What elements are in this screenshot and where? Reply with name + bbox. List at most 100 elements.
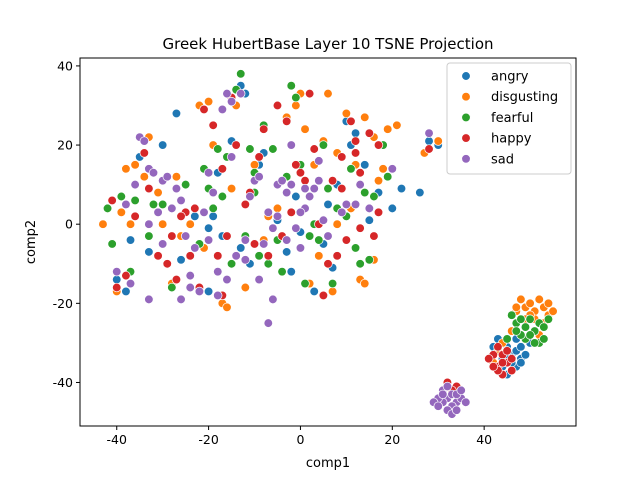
point-sad	[350, 199, 361, 210]
point-happy	[373, 207, 384, 217]
point-happy	[364, 128, 374, 138]
points-layer	[98, 69, 558, 419]
point-disgusting	[360, 278, 370, 289]
point-sad	[355, 179, 365, 190]
point-fearful	[323, 183, 333, 194]
point-happy	[282, 116, 292, 126]
point-sad	[304, 191, 315, 202]
point-sad	[231, 251, 241, 261]
point-happy	[341, 235, 352, 245]
legend-label-happy: happy	[491, 132, 532, 147]
point-disgusting	[516, 294, 526, 305]
point-sad	[158, 239, 168, 249]
point-sad	[268, 223, 278, 233]
point-sad	[190, 243, 200, 253]
point-sad	[318, 215, 329, 225]
x-tick-label: 0	[296, 432, 304, 447]
point-angry	[203, 223, 214, 233]
point-sad	[180, 231, 191, 241]
y-tick-label: -40	[53, 375, 73, 390]
point-sad	[442, 381, 453, 392]
point-fearful	[516, 314, 526, 324]
point-disgusting	[153, 187, 163, 198]
point-happy	[497, 358, 508, 368]
point-angry	[516, 358, 526, 368]
point-happy	[355, 223, 365, 233]
point-happy	[208, 120, 218, 130]
point-fearful	[245, 144, 255, 154]
point-happy	[295, 168, 306, 178]
point-sad	[171, 183, 182, 194]
point-sad	[226, 96, 237, 107]
point-happy	[507, 365, 517, 376]
point-disgusting	[332, 219, 342, 229]
point-happy	[190, 203, 200, 214]
x-tick-label: -20	[198, 432, 218, 447]
point-sad	[222, 274, 232, 285]
legend-marker-sad	[461, 154, 471, 164]
point-disgusting	[116, 207, 126, 217]
point-fearful	[268, 144, 278, 154]
point-happy	[259, 124, 269, 134]
legend-box	[446, 62, 572, 175]
legend-marker-angry	[461, 71, 471, 81]
point-disgusting	[240, 282, 250, 293]
point-fearful	[300, 278, 310, 289]
point-happy	[488, 361, 498, 372]
point-disgusting	[327, 286, 338, 297]
point-fearful	[318, 140, 329, 150]
point-sad	[268, 294, 278, 305]
point-sad	[387, 164, 397, 174]
point-happy	[130, 211, 140, 221]
point-happy	[121, 270, 131, 281]
point-fearful	[158, 199, 168, 210]
point-happy	[171, 274, 182, 285]
point-happy	[323, 259, 333, 269]
point-sad	[139, 136, 149, 146]
point-happy	[369, 231, 379, 241]
point-sad	[456, 385, 466, 396]
point-sad	[176, 195, 186, 206]
point-fearful	[180, 179, 191, 190]
point-sad	[254, 172, 264, 182]
point-angry	[396, 183, 407, 194]
chart-title: Greek HubertBase Layer 10 TSNE Projectio…	[162, 35, 493, 53]
point-sad	[185, 270, 195, 281]
point-fearful	[226, 259, 237, 269]
point-sad	[461, 397, 471, 407]
point-disgusting	[360, 112, 370, 123]
point-sad	[314, 156, 324, 166]
point-angry	[520, 350, 531, 360]
y-tick-label: -20	[53, 296, 73, 311]
point-angry	[282, 247, 292, 257]
point-sad	[282, 187, 292, 198]
legend-marker-disgusting	[461, 92, 471, 102]
point-disgusting	[226, 183, 237, 194]
legend-label-angry: angry	[491, 70, 529, 85]
point-disgusting	[314, 251, 324, 261]
point-disgusting	[543, 298, 554, 308]
point-sad	[263, 207, 273, 217]
point-angry	[323, 199, 333, 210]
point-disgusting	[249, 160, 260, 170]
point-sad	[194, 286, 205, 297]
point-fearful	[277, 267, 287, 277]
legend: angry disgusting fearful happy sad	[446, 62, 572, 175]
point-fearful	[304, 231, 315, 241]
point-disgusting	[185, 219, 195, 229]
point-sad	[438, 389, 448, 399]
point-happy	[231, 140, 241, 150]
point-disgusting	[373, 176, 384, 186]
point-sad	[295, 243, 306, 253]
point-sad	[213, 290, 223, 301]
point-sad	[203, 168, 214, 178]
point-angry	[364, 215, 374, 225]
point-sad	[341, 199, 352, 210]
y-axis: -40 -20 0 20 40	[53, 58, 80, 390]
point-sad	[162, 172, 172, 182]
point-fearful	[130, 195, 140, 206]
point-fearful	[314, 235, 324, 245]
point-fearful	[144, 231, 154, 241]
point-angry	[236, 243, 246, 253]
point-happy	[112, 282, 122, 293]
